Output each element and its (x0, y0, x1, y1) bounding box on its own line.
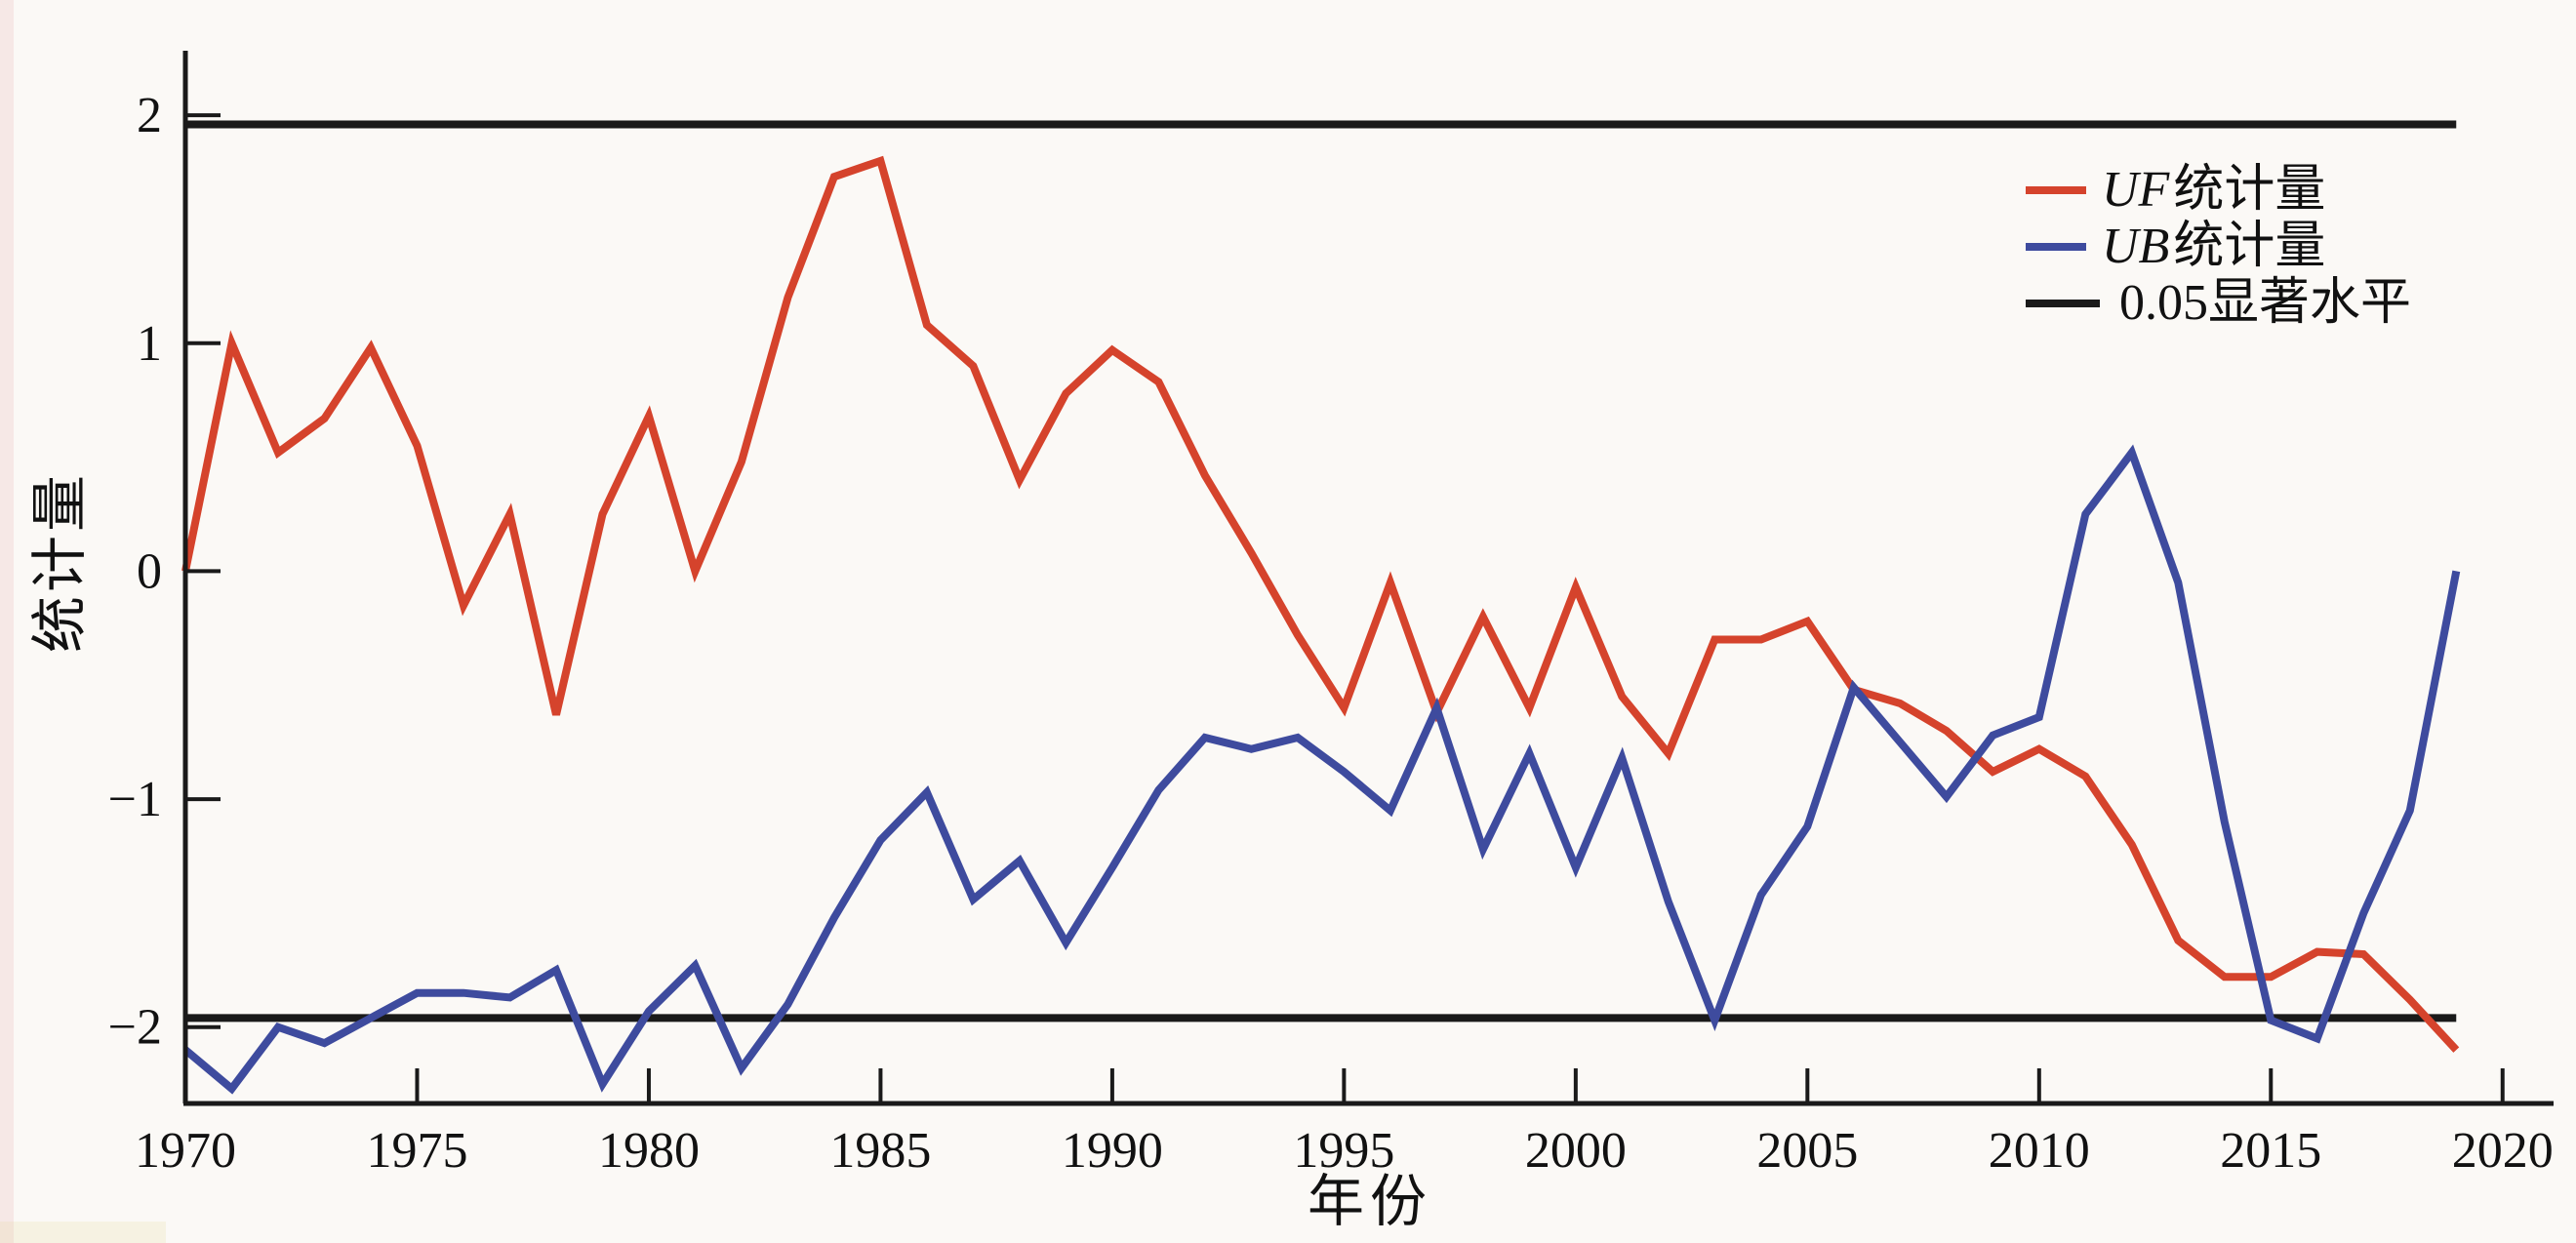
x-tick-label: 2010 (1989, 1123, 2090, 1179)
legend-label-sig-rest: 0.05显著水平 (2119, 275, 2412, 331)
ub-line-swatch (2026, 243, 2086, 251)
x-tick-label: 2015 (2220, 1123, 2321, 1179)
x-tick-label: 1975 (366, 1123, 467, 1179)
y-axis-title: 统计量 (28, 470, 92, 654)
x-tick-label: 1980 (598, 1123, 700, 1179)
legend-label-significance: 0.05显著水平 (2115, 278, 2411, 329)
y-tick-label: −1 (108, 772, 162, 827)
legend-label-ub: UB统计量 (2102, 221, 2325, 272)
x-axis-title: 年份 (1307, 1170, 1433, 1233)
uf-series-line (181, 155, 2460, 1053)
legend-label-ub-italic: UB (2102, 219, 2170, 274)
y-tick-label: −2 (108, 1000, 162, 1056)
y-tick-label: 1 (137, 316, 162, 372)
legend: UF统计量 UB统计量 0.05显著水平 (2026, 162, 2411, 332)
legend-label-ub-rest: 统计量 (2173, 219, 2326, 274)
legend-item-ub: UB统计量 (2026, 219, 2411, 275)
x-tick-label: 1995 (1293, 1123, 1394, 1179)
legend-label-uf-rest: 统计量 (2173, 162, 2326, 218)
x-tick-label: 1985 (829, 1123, 931, 1179)
scan-edge-artifact-bottom (0, 1222, 166, 1243)
y-tick-label: 0 (137, 543, 162, 599)
x-tick-label: 2020 (2452, 1123, 2554, 1179)
x-tick-label: 2005 (1756, 1123, 1858, 1179)
legend-label-uf-italic: UF (2102, 162, 2170, 218)
significance-line-swatch (2026, 300, 2100, 307)
legend-item-significance: 0.05显著水平 (2026, 275, 2411, 332)
legend-label-uf: UF统计量 (2102, 165, 2325, 216)
x-tick-label: 1990 (1062, 1123, 1163, 1179)
legend-item-uf: UF统计量 (2026, 162, 2411, 219)
ub-series-line (182, 444, 2461, 1095)
x-tick-label: 1970 (135, 1123, 236, 1179)
y-tick-label: 2 (137, 88, 162, 143)
uf-line-swatch (2026, 186, 2086, 194)
x-tick-label: 2000 (1525, 1123, 1627, 1179)
scan-edge-artifact-left (0, 0, 14, 1243)
